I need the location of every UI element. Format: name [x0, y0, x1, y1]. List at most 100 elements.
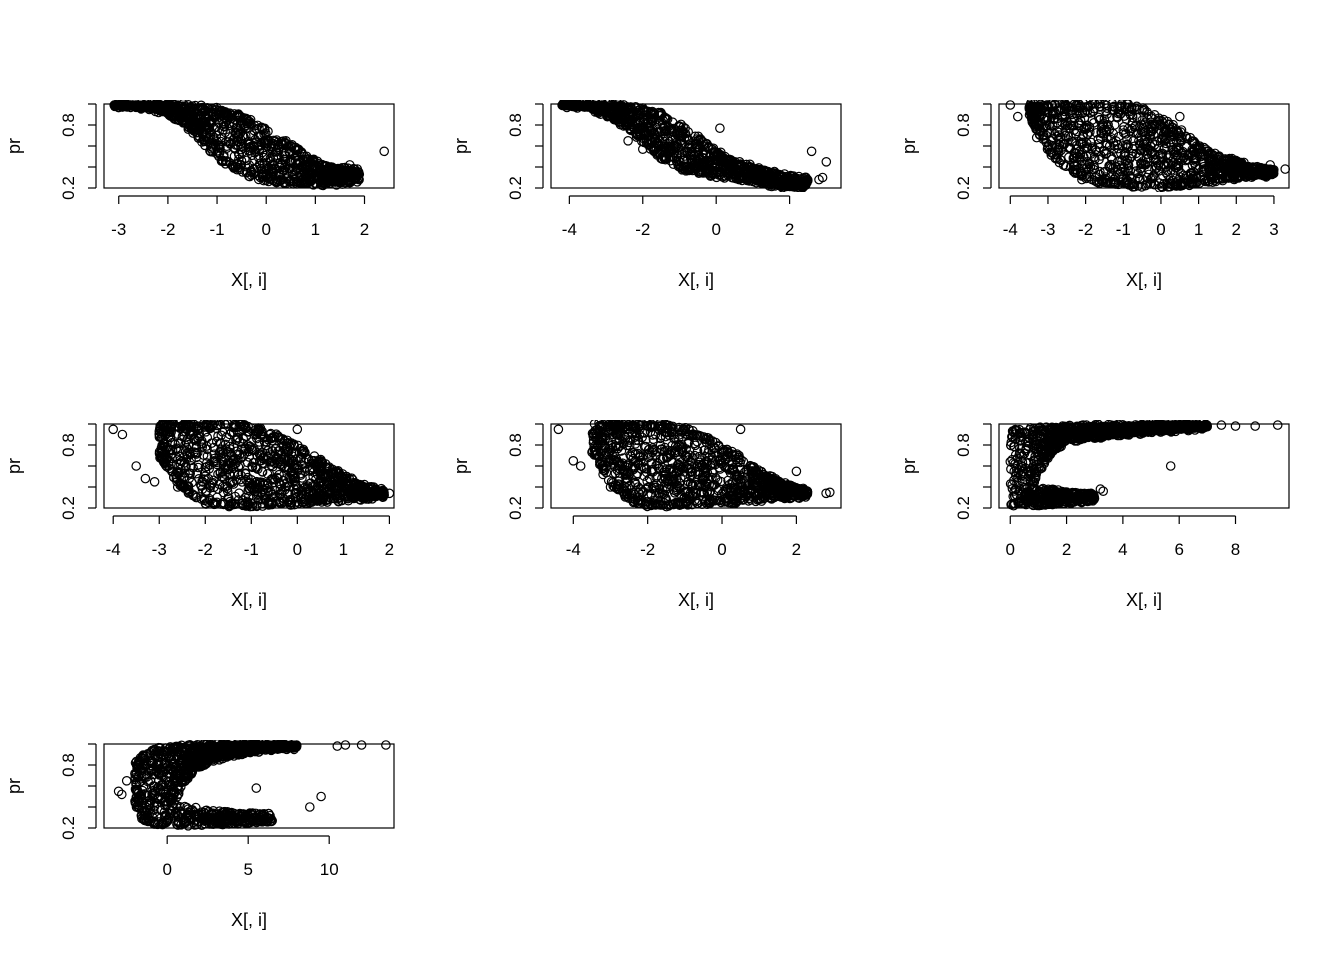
data-point: [203, 420, 214, 431]
points-layer: [109, 100, 389, 191]
data-point: [324, 162, 334, 172]
scatter-panel-4: -4 -3 -2 -1 0 1 20.20.8X[, i]pr: [4, 420, 395, 610]
x-tick-label: 0: [1156, 220, 1165, 239]
data-point: [272, 458, 282, 469]
data-point: [1232, 156, 1242, 167]
data-point: [756, 177, 767, 187]
outlier-point: [172, 482, 183, 492]
data-point: [267, 456, 278, 466]
x-tick-label: 2: [360, 220, 369, 239]
data-point: [623, 108, 633, 119]
data-point: [355, 479, 366, 490]
data-point: [741, 159, 751, 170]
data-point: [231, 123, 241, 133]
data-point: [234, 154, 244, 165]
data-point: [645, 144, 656, 154]
data-point: [302, 481, 313, 491]
data-point: [1047, 110, 1058, 120]
outlier-point: [637, 144, 648, 154]
data-point: [160, 457, 170, 468]
data-point: [1054, 157, 1065, 168]
data-point: [279, 436, 290, 446]
data-point: [281, 139, 292, 149]
data-point: [280, 474, 291, 484]
data-point: [1076, 134, 1087, 144]
data-point: [171, 443, 182, 453]
data-point: [205, 130, 216, 141]
data-point: [1214, 174, 1225, 184]
data-point: [352, 177, 363, 187]
x-tick-label: 0: [261, 220, 270, 239]
outlier-point: [375, 489, 385, 500]
data-point: [247, 461, 257, 471]
data-point: [163, 457, 174, 468]
data-point: [1079, 124, 1089, 135]
data-point: [296, 446, 307, 457]
data-point: [1159, 143, 1170, 153]
data-point: [191, 492, 201, 503]
data-point: [292, 484, 303, 494]
data-point: [1127, 179, 1138, 190]
data-point: [1152, 158, 1162, 168]
data-point: [734, 157, 745, 167]
data-point: [1030, 102, 1040, 112]
data-point: [249, 144, 259, 155]
data-point: [693, 131, 704, 142]
x-tick-label: -4: [1003, 220, 1018, 239]
data-point: [156, 104, 166, 115]
data-point: [1136, 159, 1147, 170]
outlier-point: [379, 146, 389, 157]
data-point: [1181, 132, 1192, 142]
x-tick-label: -2: [635, 220, 650, 239]
scatter-panel-5: -4 -2 0 20.20.8X[, i]pr: [451, 420, 842, 610]
data-point: [1096, 175, 1107, 186]
data-point: [1113, 143, 1124, 154]
data-point: [198, 135, 209, 145]
data-point: [1062, 116, 1072, 127]
data-point: [173, 454, 183, 465]
data-point: [315, 493, 326, 504]
data-point: [1030, 121, 1040, 131]
outlier-point: [1012, 111, 1023, 122]
data-point: [1048, 114, 1059, 125]
data-point: [1188, 167, 1199, 177]
data-point: [1081, 142, 1092, 153]
outlier-point: [1065, 162, 1076, 172]
data-point: [334, 176, 345, 186]
data-point: [1125, 166, 1136, 176]
data-point: [168, 420, 179, 429]
data-point: [227, 476, 238, 486]
data-point: [305, 478, 316, 488]
data-point: [263, 500, 274, 510]
data-point: [220, 420, 231, 430]
data-point: [1106, 163, 1116, 173]
data-point: [266, 474, 276, 485]
data-point: [682, 162, 692, 173]
data-point: [216, 453, 226, 463]
y-tick-label: 0.8: [59, 433, 78, 457]
outlier-point: [1005, 100, 1016, 110]
data-point: [1143, 164, 1154, 175]
data-point: [1194, 141, 1204, 151]
data-point: [263, 126, 273, 137]
y-axis-label: pr: [451, 138, 471, 154]
data-point: [274, 478, 285, 489]
outlier-point: [140, 473, 151, 484]
data-point: [1095, 102, 1105, 112]
data-point: [230, 420, 241, 431]
data-point: [288, 470, 298, 480]
data-point: [276, 480, 286, 490]
data-point: [218, 451, 229, 462]
data-point: [224, 500, 235, 511]
data-point: [370, 491, 380, 501]
data-point: [216, 430, 227, 441]
data-point: [766, 181, 777, 192]
data-point: [1101, 100, 1112, 111]
data-point: [616, 100, 627, 111]
data-point: [1121, 177, 1132, 187]
outlier-point: [281, 136, 291, 146]
data-point: [1124, 102, 1134, 112]
data-point: [201, 441, 212, 451]
data-point: [255, 478, 265, 489]
x-axis-label: X[, i]: [231, 270, 267, 290]
